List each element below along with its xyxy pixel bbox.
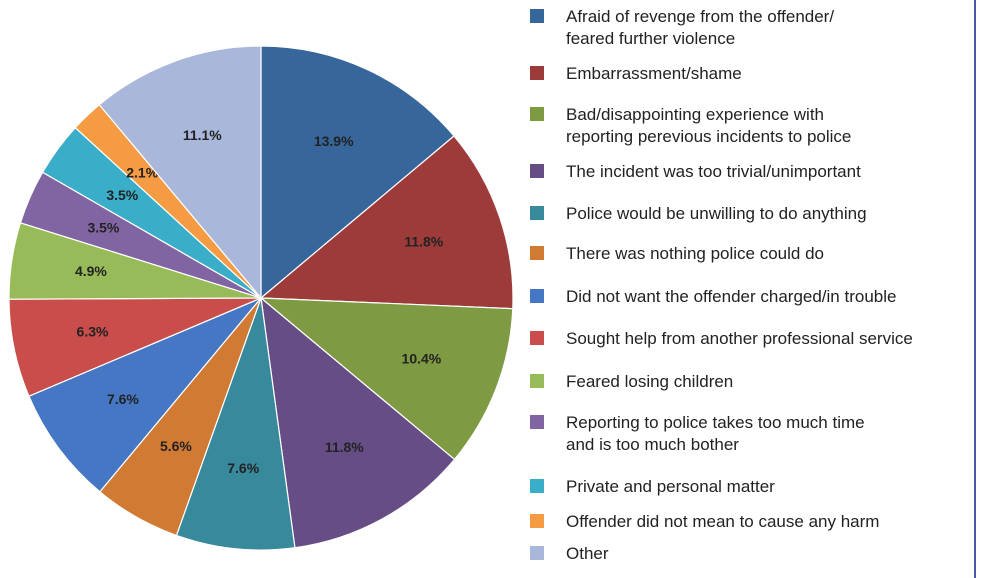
slice-data-label: 11.8% xyxy=(404,233,443,249)
legend-label: The incident was too trivial/unimportant xyxy=(566,162,861,181)
slice-data-label: 3.5% xyxy=(106,187,138,203)
legend-item: Private and personal matter xyxy=(530,476,976,498)
legend-label: Feared losing children xyxy=(566,372,734,391)
legend-swatch xyxy=(530,479,544,493)
legend-item: Embarrassment/shame xyxy=(530,63,976,85)
slice-data-label: 13.9% xyxy=(314,133,354,149)
pie-slice xyxy=(259,297,514,461)
legend-label: Offender did not mean to cause any harm xyxy=(566,512,880,531)
pie-slice xyxy=(28,297,262,493)
legend-item: Bad/disappointing experience with report… xyxy=(530,104,976,148)
legend-item: Afraid of revenge from the offender/ fea… xyxy=(530,6,976,50)
legend-swatch xyxy=(530,415,544,429)
slice-data-label: 3.5% xyxy=(87,220,119,236)
pie-slice xyxy=(259,135,514,310)
legend-item: Did not want the offender charged/in tro… xyxy=(530,286,976,308)
legend-swatch xyxy=(530,374,544,388)
legend-item: Feared losing children xyxy=(530,371,976,393)
pie-slice xyxy=(260,296,456,549)
legend-swatch xyxy=(530,164,544,178)
legend-swatch xyxy=(530,9,544,23)
slice-data-label: 4.9% xyxy=(75,263,107,279)
legend-item: Other xyxy=(530,543,976,565)
legend-swatch xyxy=(530,66,544,80)
legend-label: Police would be unwilling to do anything xyxy=(566,204,867,223)
legend-label: Private and personal matter xyxy=(566,477,775,496)
legend-label: Afraid of revenge from the offender/ fea… xyxy=(566,7,835,48)
pie-slice xyxy=(175,297,296,551)
legend-swatch xyxy=(530,331,544,345)
legend-swatch xyxy=(530,206,544,220)
legend-label: Embarrassment/shame xyxy=(566,64,742,83)
slice-data-label: 11.8% xyxy=(325,439,364,455)
legend-label: Reporting to police takes too much time … xyxy=(566,413,865,454)
legend-swatch xyxy=(530,289,544,303)
slice-data-label: 6.3% xyxy=(77,323,109,339)
legend-item: The incident was too trivial/unimportant xyxy=(530,161,976,183)
legend-label: Bad/disappointing experience with report… xyxy=(566,105,852,146)
legend-item: Police would be unwilling to do anything xyxy=(530,203,976,225)
slice-data-label: 11.1% xyxy=(183,127,222,143)
legend-swatch xyxy=(530,514,544,528)
pie-slice xyxy=(98,45,262,300)
legend-swatch xyxy=(530,107,544,121)
slice-data-label: 7.6% xyxy=(107,391,139,407)
legend-swatch xyxy=(530,246,544,260)
legend-label: Sought help from another professional se… xyxy=(566,329,913,348)
legend-item: Sought help from another professional se… xyxy=(530,328,976,350)
legend-item: Offender did not mean to cause any harm xyxy=(530,511,976,533)
legend-label: There was nothing police could do xyxy=(566,244,824,263)
legend-label: Did not want the offender charged/in tro… xyxy=(566,287,897,306)
legend-label: Other xyxy=(566,544,609,563)
slice-data-label: 10.4% xyxy=(402,351,442,367)
slice-data-label: 7.6% xyxy=(227,460,259,476)
pie-slice xyxy=(260,45,455,300)
legend-item: Reporting to police takes too much time … xyxy=(530,412,976,456)
legend-item: There was nothing police could do xyxy=(530,243,976,265)
slice-data-label: 5.6% xyxy=(160,438,192,454)
legend-swatch xyxy=(530,546,544,560)
frame-border xyxy=(974,0,976,578)
slice-data-label: 2.1% xyxy=(126,164,158,180)
